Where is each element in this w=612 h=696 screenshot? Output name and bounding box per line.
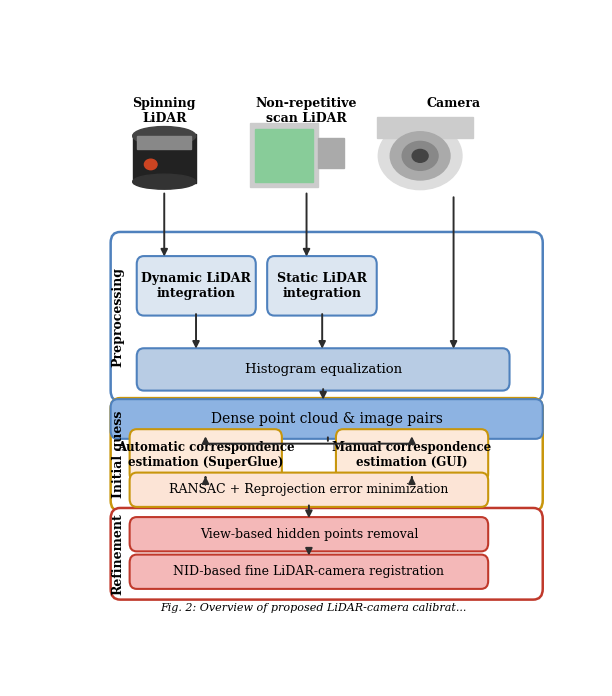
FancyBboxPatch shape: [111, 400, 543, 439]
Text: View-based hidden points removal: View-based hidden points removal: [200, 528, 418, 541]
Text: Spinning
LiDAR: Spinning LiDAR: [132, 97, 196, 125]
Text: Automatic correspondence
estimation (SuperGlue): Automatic correspondence estimation (Sup…: [117, 441, 294, 469]
FancyBboxPatch shape: [267, 256, 377, 315]
Text: RANSAC + Reprojection error minimization: RANSAC + Reprojection error minimization: [170, 483, 449, 496]
Text: Fig. 2: Overview of proposed LiDAR-camera calibrat...: Fig. 2: Overview of proposed LiDAR-camer…: [160, 603, 467, 613]
FancyBboxPatch shape: [130, 555, 488, 589]
Text: Camera: Camera: [427, 97, 480, 110]
FancyBboxPatch shape: [111, 508, 543, 600]
Text: Histogram equalization: Histogram equalization: [245, 363, 401, 376]
Text: Preprocessing: Preprocessing: [112, 267, 125, 367]
FancyBboxPatch shape: [136, 348, 510, 390]
Text: Refinement: Refinement: [112, 513, 125, 594]
FancyBboxPatch shape: [111, 398, 543, 511]
Text: NID-based fine LiDAR-camera registration: NID-based fine LiDAR-camera registration: [173, 565, 444, 578]
Text: Dynamic LiDAR
integration: Dynamic LiDAR integration: [141, 272, 251, 300]
Text: Initial guess: Initial guess: [112, 411, 125, 498]
FancyBboxPatch shape: [336, 429, 488, 482]
FancyBboxPatch shape: [111, 232, 543, 402]
FancyBboxPatch shape: [130, 473, 488, 507]
Text: Non-repetitive
scan LiDAR: Non-repetitive scan LiDAR: [256, 97, 357, 125]
Text: Manual correspondence
estimation (GUI): Manual correspondence estimation (GUI): [332, 441, 491, 469]
FancyBboxPatch shape: [130, 517, 488, 551]
Text: Dense point cloud & image pairs: Dense point cloud & image pairs: [211, 412, 442, 426]
FancyBboxPatch shape: [130, 429, 282, 482]
Text: Static LiDAR
integration: Static LiDAR integration: [277, 272, 367, 300]
FancyBboxPatch shape: [136, 256, 256, 315]
